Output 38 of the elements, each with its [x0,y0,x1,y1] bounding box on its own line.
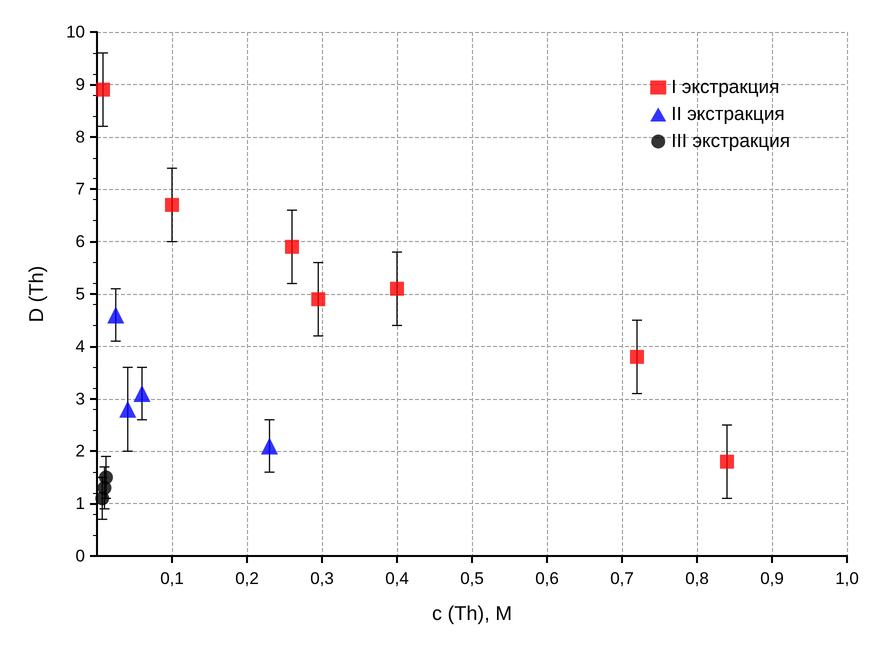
point [390,282,404,296]
point [311,292,326,306]
y-axis-title: D (Th) [26,266,48,322]
point [165,198,179,212]
y-tick-label: 10 [66,22,85,42]
legend-label: II экстракция [671,104,785,125]
point [630,350,644,364]
x-tick-label: 0,5 [460,569,484,588]
y-tick-label: 9 [76,74,85,94]
y-tick-label: 4 [76,336,85,356]
point [107,306,124,324]
y-tick-label: 5 [76,284,85,304]
x-tick-label: 0,8 [685,569,709,588]
y-tick-label: 7 [76,180,85,199]
y-tick-label: 6 [76,232,85,252]
x-tick-label: 0,6 [535,569,559,588]
point [96,82,110,97]
legend-label: III экстракция [671,131,790,152]
point [285,240,299,254]
y-tick-label: 2 [76,442,85,461]
x-tick-label: 0,2 [235,569,259,588]
point [99,470,113,484]
legend-label: I экстракция [671,77,780,98]
point [720,454,734,469]
x-tick-label: 0,3 [310,569,334,588]
point [134,385,150,402]
y-tick-label: 8 [76,127,85,146]
x-tick-label: 0,7 [610,569,634,588]
x-tick-label: 0,9 [760,569,784,588]
x-tick-label: 0,4 [385,569,409,588]
x-axis-title: c (Th), M [432,603,512,625]
y-tick-label: 0 [76,546,85,566]
y-tick-label: 1 [76,494,85,514]
x-tick-label: 1,0 [835,569,859,588]
x-tick-label: 0,1 [160,569,184,588]
point [261,437,278,454]
point [119,400,136,418]
y-tick-label: 3 [76,389,85,408]
